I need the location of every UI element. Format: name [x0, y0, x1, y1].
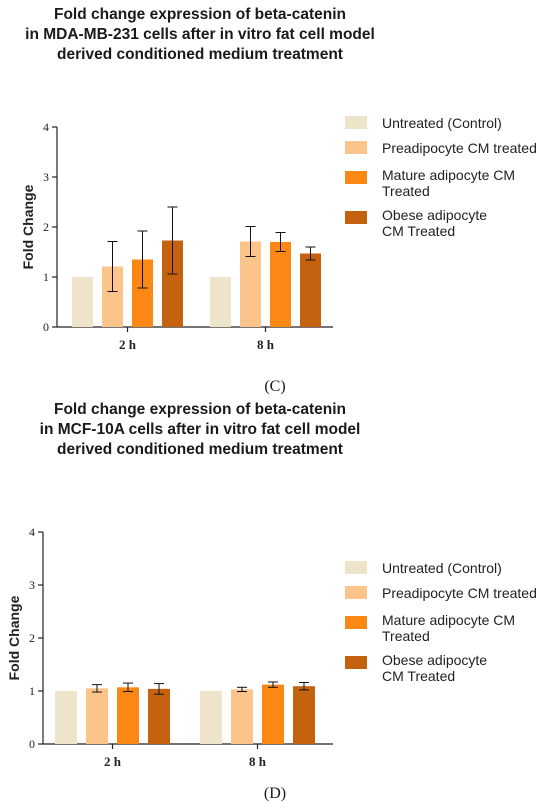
bar [231, 689, 253, 744]
y-tick-label: 4 [29, 525, 35, 539]
y-tick-label: 0 [43, 320, 49, 334]
chart-panel-d: Fold change expression of beta-catenin i… [0, 395, 550, 812]
bar [55, 691, 77, 744]
bar [162, 240, 183, 327]
chart-title-line: Fold change expression of beta-catenin [54, 6, 346, 23]
legend-swatch [345, 171, 367, 184]
y-tick-label: 3 [29, 578, 35, 592]
bar [102, 266, 123, 327]
x-tick-label: 8 h [257, 337, 275, 352]
bar [132, 259, 153, 327]
x-tick-label: 8 h [249, 754, 267, 769]
legend-swatch [345, 116, 367, 129]
chart-title-line: derived conditioned medium treatment [57, 441, 343, 458]
y-tick-label: 1 [29, 684, 35, 698]
legend-label: Mature adipocyte CM Treated [382, 167, 515, 199]
bar [210, 277, 231, 327]
x-tick-label: 2 h [119, 337, 137, 352]
bar-chart-c: 0 1 2 3 4 Fold Change 2 h 8 h [20, 120, 333, 352]
legend-label-line: Untreated (Control) [382, 560, 502, 576]
bar [117, 687, 139, 744]
bar-chart-d: 0 1 2 3 4 Fold Change 2 h 8 h [6, 525, 333, 769]
legend-label-line: Preadipocyte CM treated [382, 585, 537, 601]
legend-label-line: Mature adipocyte CM [382, 612, 516, 628]
legend-item: Preadipocyte CM treated [345, 140, 550, 180]
legend-swatch [345, 211, 367, 224]
legend-label-line: Treated [382, 628, 430, 644]
legend-item: Untreated (Control) [345, 560, 550, 600]
legend-swatch [345, 656, 367, 669]
legend-label: Obese adipocyte CM Treated [382, 207, 487, 239]
bar [72, 277, 93, 327]
bar [270, 242, 291, 327]
legend-item: Obese adipocyte CM Treated [345, 652, 550, 692]
x-tick-label: 2 h [104, 754, 122, 769]
chart-title-line: in MDA-MB-231 cells after in vitro fat c… [25, 26, 375, 43]
y-tick-label: 3 [43, 170, 49, 184]
legend-swatch [345, 561, 367, 574]
legend-label-line: Obese adipocyte [382, 207, 488, 223]
panel-label: (D) [263, 785, 287, 802]
legend-label: Preadipocyte CM treated [382, 585, 537, 601]
y-tick-label: 4 [43, 120, 49, 134]
legend-item: Mature adipocyte CM Treated [345, 612, 550, 652]
legend-label-line: Treated [382, 183, 430, 199]
legend-item: Untreated (Control) [345, 115, 550, 155]
panel-label: (C) [264, 378, 286, 395]
chart-title: Fold change expression of beta-catenin i… [0, 5, 400, 65]
chart-title-line: in MCF-10A cells after in vitro fat cell… [39, 421, 361, 438]
legend-label: Preadipocyte CM treated [382, 140, 537, 156]
bar [293, 686, 315, 744]
y-tick-label: 2 [43, 220, 49, 234]
y-tick-label: 2 [29, 631, 35, 645]
legend-label: Untreated (Control) [382, 115, 502, 131]
legend-swatch [345, 616, 367, 629]
bar [86, 688, 108, 744]
legend-swatch [345, 586, 367, 599]
y-axis-label: Fold Change [20, 184, 36, 269]
legend-label-line: Untreated (Control) [382, 115, 502, 131]
legend-item: Preadipocyte CM treated [345, 585, 550, 625]
y-tick-label: 1 [43, 270, 49, 284]
legend-label-line: Mature adipocyte CM [382, 167, 516, 183]
chart-title-line: Fold change expression of beta-catenin [54, 401, 346, 418]
legend-label: Untreated (Control) [382, 560, 502, 576]
legend-swatch [345, 141, 367, 154]
bar [300, 253, 321, 327]
bar [148, 688, 170, 744]
chart-title-line: derived conditioned medium treatment [57, 46, 343, 63]
y-axis-label: Fold Change [6, 595, 22, 680]
legend-label-line: Obese adipocyte [382, 652, 488, 668]
legend-label-line: CM Treated [382, 668, 456, 684]
legend-item: Obese adipocyte CM Treated [345, 207, 550, 247]
bar [200, 691, 222, 744]
bar [240, 241, 261, 327]
chart-title: Fold change expression of beta-catenin i… [0, 400, 400, 460]
legend-label-line: CM Treated [382, 223, 456, 239]
chart-panel-c: Fold change expression of beta-catenin i… [0, 0, 550, 405]
y-tick-label: 0 [29, 737, 35, 751]
bar [262, 684, 284, 744]
legend-label-line: Preadipocyte CM treated [382, 140, 537, 156]
legend-label: Obese adipocyte CM Treated [382, 652, 487, 684]
legend-label: Mature adipocyte CM Treated [382, 612, 515, 644]
legend-item: Mature adipocyte CM Treated [345, 167, 550, 207]
